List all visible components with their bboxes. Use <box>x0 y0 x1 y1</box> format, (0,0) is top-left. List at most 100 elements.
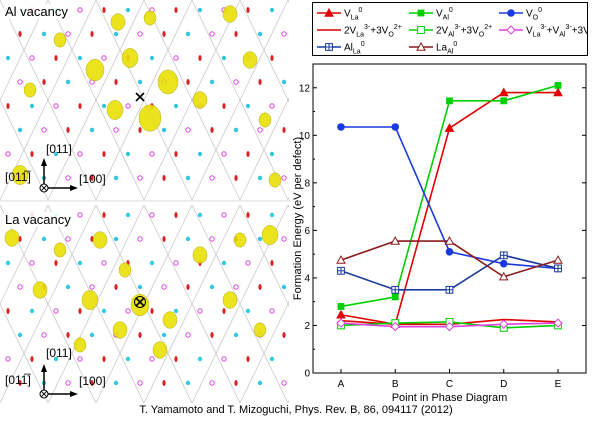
atom-o <box>209 31 215 37</box>
atom-la <box>270 55 274 61</box>
atom-o <box>137 380 143 386</box>
atom-o <box>209 236 215 242</box>
charge-isosurface <box>110 13 126 31</box>
marker-triangle-filled <box>553 87 563 97</box>
atom-la <box>246 356 250 362</box>
atomic-structure-figure <box>0 0 289 403</box>
series-2 <box>337 123 562 273</box>
direction-label-011-bottom: [011] <box>46 346 72 360</box>
legend-label: VO0 <box>526 7 543 21</box>
charge-isosurface <box>73 337 87 353</box>
charge-isosurface <box>222 291 238 309</box>
atom-o <box>185 127 191 133</box>
atom-o <box>65 380 71 386</box>
legend-label: 2VAl3-+3VO2+ <box>436 24 492 38</box>
atom-la <box>222 103 226 109</box>
marker-triangle-open <box>416 41 426 51</box>
atom-o <box>89 284 95 290</box>
charge-isosurface <box>152 341 168 359</box>
atom-al <box>17 127 23 133</box>
y-tick-label: 12 <box>299 83 311 94</box>
atom-al <box>137 79 143 85</box>
charge-isosurface <box>11 165 29 185</box>
legend-item: AlLa0 <box>317 41 365 55</box>
atom-al <box>257 31 263 37</box>
marker-circle-filled <box>391 123 400 131</box>
marker-diamond-open <box>553 318 563 328</box>
atom-o <box>125 308 131 314</box>
charge-isosurface <box>121 48 139 68</box>
atom-o <box>221 151 227 157</box>
atom-al <box>257 236 263 242</box>
charge-isosurface <box>81 290 99 310</box>
legend-label: 2VLa3-+3VO2+ <box>344 24 402 38</box>
atom-al <box>257 380 263 386</box>
charge-isosurface <box>118 262 132 278</box>
atom-o <box>149 356 155 362</box>
atom-al <box>89 127 95 133</box>
legend-item: VO0 <box>499 7 543 21</box>
atom-o <box>221 356 227 362</box>
legend-label-text: VO0 <box>526 7 543 21</box>
y-tick-label: 2 <box>304 321 310 332</box>
marker-diamond-open <box>444 321 455 332</box>
atom-la <box>282 127 286 133</box>
atom-al <box>77 260 83 266</box>
atom-al <box>41 236 47 242</box>
panel-label-al-vacancy: Al vacancy <box>4 4 69 19</box>
atom-la <box>246 7 250 13</box>
charge-isosurface <box>192 246 208 264</box>
series-1 <box>337 81 562 310</box>
atom-o <box>113 127 119 133</box>
atom-la <box>198 55 202 61</box>
atom-o <box>5 151 11 157</box>
atom-al <box>185 175 191 181</box>
atom-la <box>102 151 106 157</box>
atom-la <box>42 79 46 85</box>
lattice-line <box>239 96 289 201</box>
charge-isosurface <box>233 232 247 248</box>
atom-la <box>162 380 166 386</box>
lattice-line <box>0 204 97 403</box>
atom-la <box>186 284 190 290</box>
atom-o <box>41 127 47 133</box>
atom-la <box>78 103 82 109</box>
atom-la <box>174 151 178 157</box>
atom-al <box>221 260 227 266</box>
atom-al <box>221 55 227 61</box>
atom-al <box>209 284 215 290</box>
atom-o <box>281 236 287 242</box>
atom-la <box>282 332 286 338</box>
atom-al <box>113 31 119 37</box>
atom-al <box>197 212 203 218</box>
atom-o <box>5 356 11 362</box>
atom-o <box>257 127 263 133</box>
atom-o <box>17 79 23 85</box>
charge-isosurface <box>268 172 282 188</box>
atom-al <box>125 212 131 218</box>
al-vacancy-panel <box>0 0 289 202</box>
atom-al <box>65 79 71 85</box>
lattice-line <box>143 0 241 201</box>
atom-o <box>149 151 155 157</box>
atom-la <box>186 79 190 85</box>
atom-al <box>65 284 71 290</box>
legend-item: VLa3-+VAl3-+3VO2+ <box>499 24 592 38</box>
atom-o <box>197 308 203 314</box>
charge-isosurface <box>138 104 162 132</box>
legend-label: VAl0 <box>436 7 453 21</box>
atom-al <box>173 103 179 109</box>
charge-isosurface <box>192 91 208 109</box>
atom-la <box>78 308 82 314</box>
marker-diamond-open <box>499 319 509 329</box>
direction-label-100-top: [100] <box>79 172 106 186</box>
marker-diamond-open <box>506 25 516 35</box>
x-tick-label: B <box>392 379 399 390</box>
atom-la <box>66 127 70 133</box>
atom-la <box>174 356 178 362</box>
axis-into-page-icon <box>40 184 48 192</box>
atom-al <box>197 151 203 157</box>
atom-o <box>185 332 191 338</box>
atom-o <box>269 103 275 109</box>
atom-al <box>245 308 251 314</box>
